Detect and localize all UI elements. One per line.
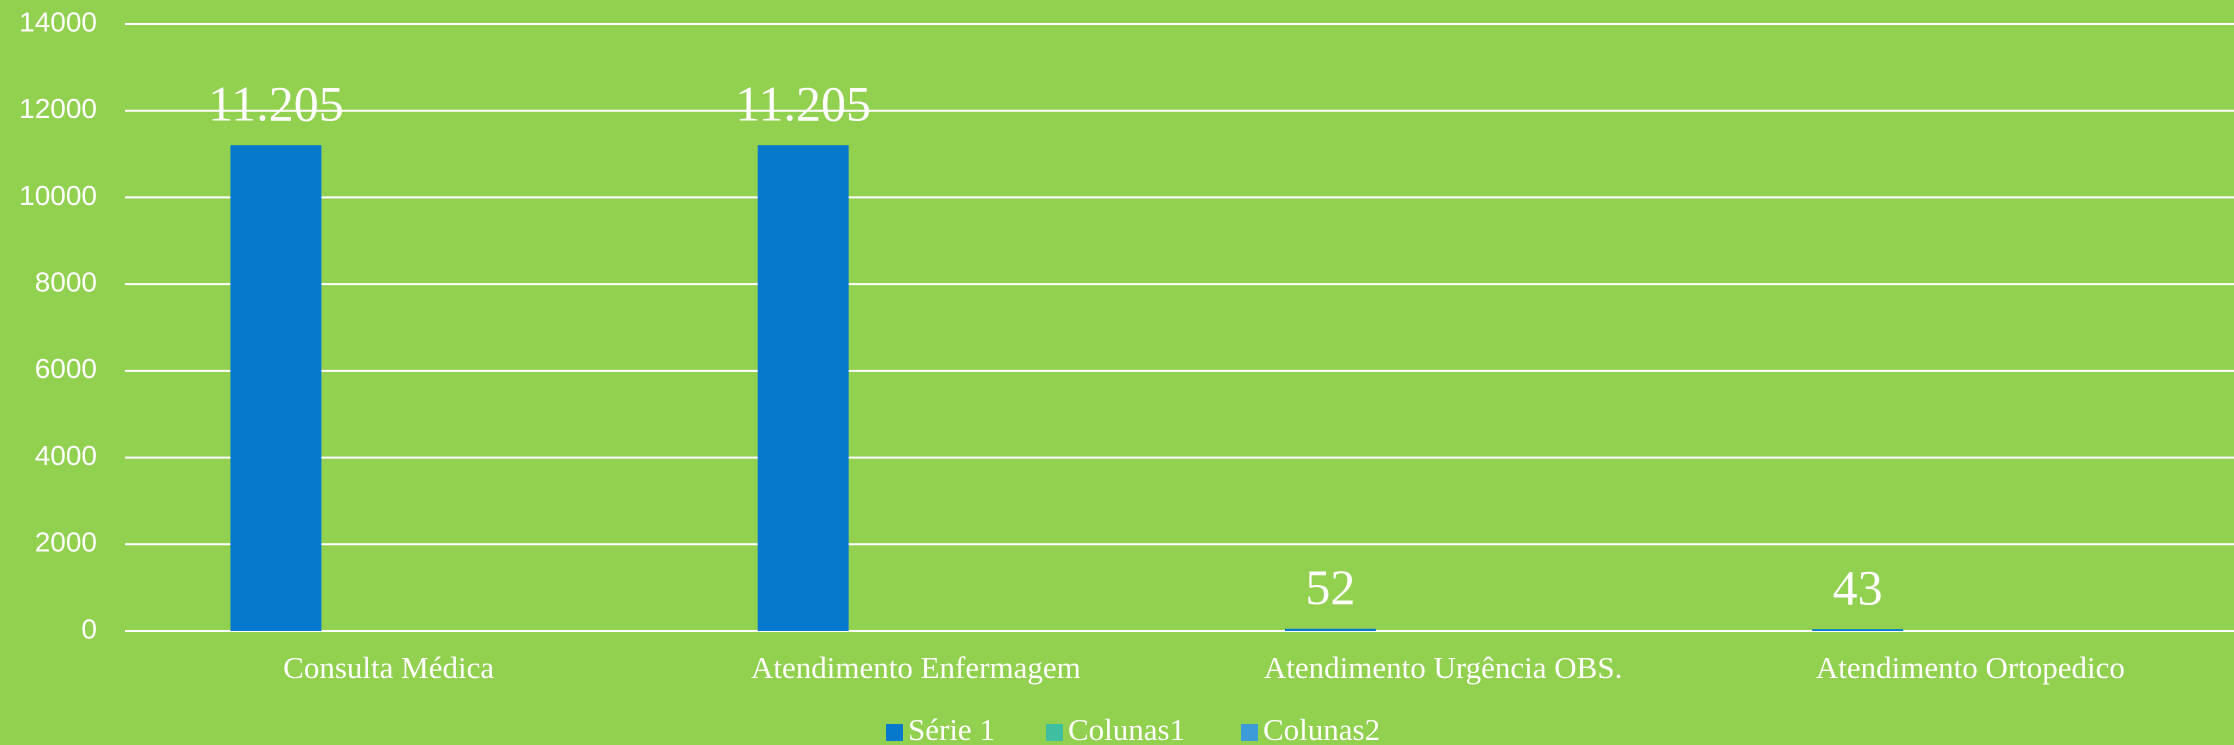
data-label: 11.205 [208,76,344,132]
bar [1284,628,1376,631]
y-tick-label: 6000 [35,353,97,384]
y-tick-label: 4000 [35,440,97,471]
bar [757,145,849,631]
bar [1812,629,1904,631]
data-label: 11.205 [735,76,871,132]
x-tick-label: Atendimento Enfermagem [751,650,1081,685]
y-tick-label: 14000 [19,6,97,37]
bar [230,145,322,631]
y-tick-label: 0 [81,613,97,644]
legend-swatch [1241,724,1258,741]
x-tick-label: Atendimento Urgência OBS. [1264,650,1622,685]
legend-label: Série 1 [908,712,995,745]
legend-label: Colunas1 [1068,712,1185,745]
y-tick-label: 2000 [35,527,97,558]
legend-swatch [886,724,903,741]
y-tick-label: 12000 [19,93,97,124]
legend-swatch [1046,724,1063,741]
x-tick-label: Atendimento Ortopedico [1816,650,2125,685]
legend-label: Colunas2 [1263,712,1380,745]
data-label: 52 [1305,559,1355,615]
y-tick-label: 10000 [19,180,97,211]
y-tick-label: 8000 [35,267,97,298]
x-tick-label: Consulta Médica [283,650,494,685]
data-label: 43 [1833,560,1883,616]
